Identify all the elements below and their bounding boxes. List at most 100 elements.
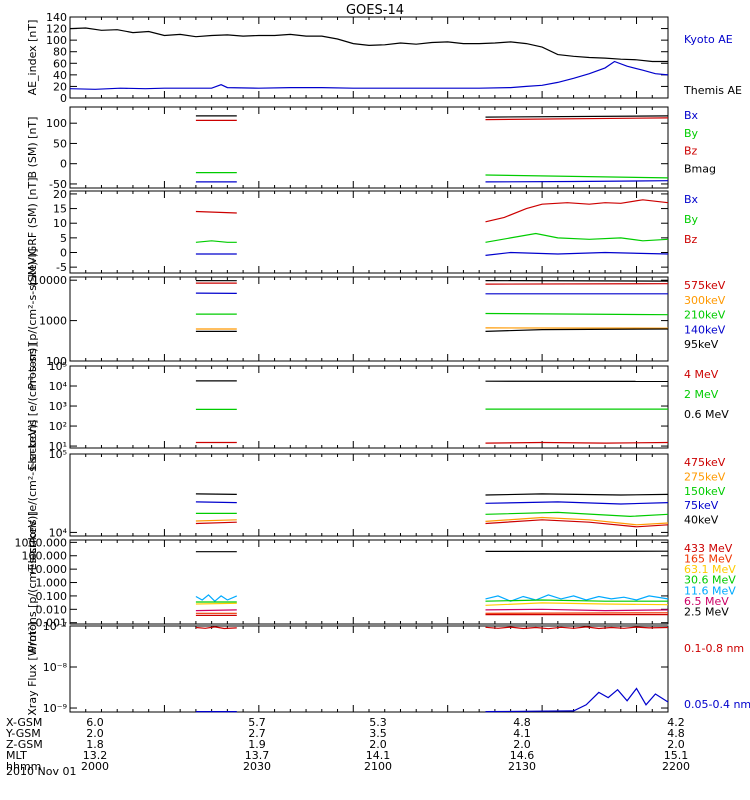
legend-entry: 95keV — [684, 338, 719, 351]
legend-entry: Bx — [684, 109, 699, 122]
legend-entry: 2 MeV — [684, 388, 719, 401]
footer-value: 4.8 — [667, 727, 685, 740]
footer-value: 4.2 — [667, 716, 685, 729]
series-40kev — [195, 493, 237, 495]
y-tick-label: 5 — [60, 232, 67, 245]
y-tick-label: 100 — [46, 117, 67, 130]
y-tick-label: 10⁻⁷ — [43, 620, 67, 633]
y-tick-label: 0 — [60, 92, 67, 105]
y-tick-label: 0.010 — [36, 603, 68, 616]
y-tick-label: 50 — [53, 137, 67, 150]
date-label: 2010 Nov 01 — [6, 765, 76, 778]
y-tick-label: 10000 — [32, 274, 67, 287]
legend-entry: 11.6 MeV — [684, 584, 736, 597]
series-bz — [485, 117, 669, 121]
y-tick-label: 0 — [60, 247, 67, 260]
series-40kev — [485, 493, 669, 496]
y-axis-label: Protons [p/(cm²-s-sr-keV)] — [26, 511, 39, 652]
series-kyoto-ae — [69, 27, 668, 63]
y-tick-label: 10⁻⁸ — [43, 661, 68, 674]
y-tick-label: 10⁻⁹ — [43, 702, 67, 715]
legend-entry: 475keV — [684, 456, 726, 469]
footer-value: 4.1 — [513, 727, 531, 740]
legend-entry: 6.5 MeV — [684, 595, 729, 608]
footer-value: 2130 — [508, 760, 536, 773]
footer-row-label: Y-GSM — [5, 727, 41, 740]
panel-6: 10⁴ 10⁵ Electrons [e/(cm²-s-sr-keV)] 475keV… — [26, 420, 726, 571]
series-11-6-mev — [485, 594, 669, 602]
footer-value: 2.0 — [667, 738, 685, 751]
legend-entry: Themis AE — [683, 84, 742, 97]
series-75kev — [485, 501, 669, 505]
series-by — [195, 240, 237, 243]
y-tick-label: 1000 — [39, 315, 67, 328]
y-tick-label: 100 — [46, 34, 67, 47]
y-tick-label: 10² — [49, 420, 67, 433]
footer-value: 13.7 — [245, 749, 270, 762]
footer-row-label: Z-GSM — [6, 738, 43, 751]
y-tick-label: 40 — [53, 69, 67, 82]
footer-value: 5.3 — [369, 716, 387, 729]
series-275kev — [195, 519, 237, 522]
panel-7: 0.0010.0100.1001.00010.000100.0001000.00… — [15, 511, 737, 652]
legend-entry: 140keV — [684, 323, 726, 336]
footer-value: 13.2 — [83, 749, 108, 762]
y-tick-label: -5 — [56, 261, 67, 274]
legend-entry: 40keV — [684, 514, 719, 527]
series-by — [485, 232, 669, 243]
series-bz — [195, 210, 237, 214]
y-tick-label: 1.000 — [36, 577, 68, 590]
series-165-mev — [485, 612, 669, 614]
series-63-1-mev — [485, 602, 669, 606]
y-tick-label: 10⁵ — [49, 448, 67, 461]
orbit-footer: X-GSMY-GSMZ-GSMMLThhmm6.02.01.813.220005… — [5, 716, 690, 773]
legend-entry: 0.05-0.4 nm — [684, 698, 750, 711]
legend-entry: By — [684, 127, 699, 140]
legend-entry: Bz — [684, 233, 698, 246]
series-bx — [485, 251, 669, 256]
y-tick-label: 20 — [53, 80, 67, 93]
series-30-6-mev — [485, 599, 668, 602]
legend-entry: 2.5 MeV — [684, 605, 729, 618]
panel-5: 10¹ 10² 10³ 10⁴ 10⁵ Electrons [e/(cm²-s-sr)] 4… — [26, 343, 729, 470]
y-axis-label: (SM)-IGRF (SM) [nT] — [26, 177, 39, 286]
y-tick-label: 10³ — [49, 400, 67, 413]
series-themis-ae — [69, 60, 669, 90]
series-bmag — [485, 115, 669, 118]
legend-entry: Bx — [684, 193, 699, 206]
series-6-5-mev — [195, 609, 237, 612]
plot-title: GOES-14 — [346, 3, 404, 18]
footer-value: 1.9 — [248, 738, 266, 751]
panel-frame — [69, 625, 669, 713]
footer-value: 2100 — [364, 760, 392, 773]
series-0-1-0-8-nm — [485, 626, 669, 630]
footer-row-label: X-GSM — [6, 716, 42, 729]
series-63-1-mev — [195, 602, 237, 605]
footer-value: 4.8 — [513, 716, 531, 729]
y-tick-label: 100.000 — [22, 550, 68, 563]
panel-8: 10⁻⁹ 10⁻⁸ 10⁻⁷ Xray Flux [W/m²] 0.1-0.8 nm 0.… — [26, 620, 750, 716]
panel-frame — [69, 276, 669, 362]
series-6-5-mev — [485, 608, 669, 612]
legend-entry: 575keV — [684, 279, 726, 292]
legend-entry: By — [684, 213, 699, 226]
footer-value: 3.5 — [369, 727, 387, 740]
legend-entry: 300keV — [684, 294, 726, 307]
y-tick-label: 80 — [53, 46, 67, 59]
footer-value: 2.0 — [86, 727, 104, 740]
series-11-6-mev — [195, 594, 238, 603]
series-75kev — [195, 501, 237, 504]
series-0-1-0-8-nm — [195, 626, 237, 630]
legend-entry: 210keV — [684, 309, 726, 322]
series-95kev — [485, 280, 669, 282]
y-tick-label: 10⁵ — [49, 360, 67, 373]
y-tick-label: 10⁴ — [49, 526, 68, 539]
series-by — [485, 174, 669, 179]
series-bz — [485, 199, 669, 223]
y-tick-label: 100 — [46, 355, 67, 368]
